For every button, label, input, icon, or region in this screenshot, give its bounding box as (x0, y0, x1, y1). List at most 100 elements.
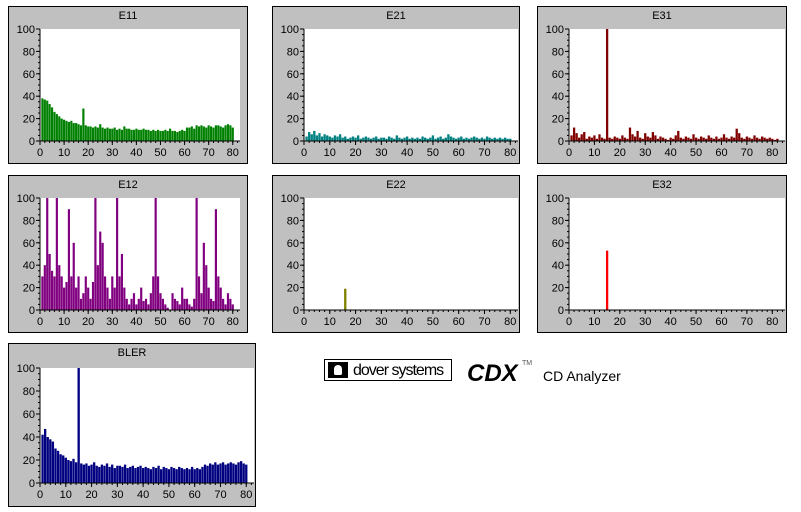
bar (413, 138, 417, 141)
bar (147, 129, 150, 141)
x-tick-label: 30 (106, 316, 118, 328)
bar (621, 135, 624, 141)
bar (46, 198, 49, 310)
bar (130, 129, 133, 141)
trademark-mark: TM (522, 360, 533, 367)
bar (618, 138, 621, 141)
chart-panel-e11: E11 0 20 40 60 80 100 0 10 20 30 40 50 60 70 80 (8, 6, 248, 164)
bar (77, 124, 80, 141)
bar (96, 127, 99, 141)
bar (611, 138, 614, 141)
plot-area (304, 29, 518, 141)
bar (639, 137, 642, 141)
bar (506, 138, 509, 141)
bar (217, 276, 220, 310)
bar (224, 464, 227, 483)
bar (431, 135, 435, 141)
bar (344, 288, 347, 310)
bar (173, 298, 177, 310)
bar (633, 136, 637, 141)
bar (496, 138, 499, 141)
bar (108, 128, 111, 141)
x-tick-label: 70 (478, 147, 490, 159)
bar (480, 137, 484, 141)
bar (48, 104, 51, 141)
bar (760, 136, 764, 141)
company-name: dover systems (353, 362, 444, 379)
bar (227, 463, 230, 483)
bar (331, 137, 334, 141)
bar (595, 138, 599, 141)
x-tick-label: 10 (58, 147, 70, 159)
bar (200, 125, 203, 141)
bar (193, 298, 196, 310)
bar (190, 466, 194, 483)
y-tick-label: 60 (552, 238, 564, 250)
bar (166, 130, 169, 141)
bar (152, 466, 155, 483)
y-tick-label: 80 (552, 215, 564, 227)
bar (572, 127, 576, 141)
bar (717, 138, 721, 141)
bar (101, 127, 104, 141)
y-tick-label: 60 (23, 409, 35, 421)
bar (140, 129, 143, 141)
bar (82, 293, 85, 310)
plot-area (304, 198, 518, 310)
bar (405, 136, 409, 141)
bar (111, 276, 114, 310)
bar (212, 127, 215, 141)
bar (142, 301, 145, 310)
bar (116, 198, 119, 310)
chart-panel-e21: E21 0 20 40 60 80 100 0 10 20 30 40 50 60 70 80 (272, 6, 520, 164)
bar (697, 138, 700, 141)
bar (201, 466, 204, 483)
x-tick-label: 30 (639, 316, 651, 328)
bar (743, 138, 746, 141)
bar (67, 460, 70, 483)
bar (72, 123, 75, 141)
bar (211, 464, 214, 483)
bar (416, 137, 419, 141)
bar (111, 464, 114, 483)
bar (67, 209, 70, 310)
bar (444, 137, 447, 141)
bar (669, 137, 672, 141)
bar (157, 465, 160, 483)
bar (131, 465, 134, 483)
bar (183, 469, 186, 483)
bar (173, 130, 177, 141)
bar (96, 265, 99, 310)
bar (771, 138, 774, 141)
bar (159, 293, 162, 310)
bar (55, 114, 58, 141)
y-tick-label: 40 (552, 91, 564, 103)
chart-title: E22 (386, 179, 406, 191)
bar (116, 465, 119, 483)
bar (195, 125, 198, 141)
bar (738, 133, 741, 141)
chart-e22: 0 20 40 60 80 100 0 10 20 30 40 50 60 70 80 (281, 193, 518, 328)
bar (346, 138, 349, 141)
bar (72, 242, 75, 310)
bar (159, 130, 162, 141)
bar (180, 468, 183, 483)
bar (231, 127, 234, 141)
bar (613, 136, 616, 141)
bar (219, 126, 222, 141)
bar (745, 136, 749, 141)
bar (90, 464, 93, 483)
bar (727, 138, 731, 141)
x-tick-label: 30 (106, 147, 118, 159)
bar (147, 468, 150, 483)
bar (367, 137, 370, 141)
y-tick-label: 20 (23, 114, 35, 126)
bar (161, 298, 164, 310)
bar (656, 138, 660, 141)
bar (328, 136, 331, 141)
product-name: CDX (467, 360, 518, 387)
y-tick-label: 40 (552, 260, 564, 272)
bar (128, 304, 131, 310)
bar (58, 116, 61, 141)
bar (56, 450, 60, 483)
